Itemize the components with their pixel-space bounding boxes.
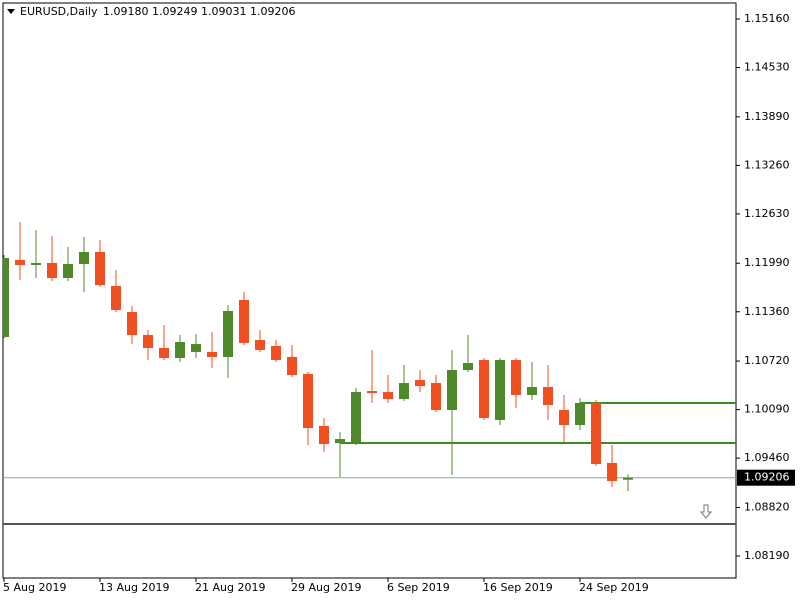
candle-body: [3, 257, 9, 338]
candle-body: [351, 392, 361, 443]
candle-body: [207, 351, 217, 357]
candle-body: [335, 439, 345, 444]
candle-body: [31, 262, 41, 266]
x-tick-label: 5 Aug 2019: [3, 581, 66, 594]
price-box: [737, 469, 795, 486]
candle-body: [607, 462, 617, 482]
candle-body: [463, 362, 473, 371]
candle-body: [591, 402, 601, 464]
y-tick-label: 1.12630: [744, 207, 790, 220]
candle-body: [47, 262, 57, 279]
candle-body: [159, 347, 169, 358]
quote-value: 1.09180: [103, 5, 149, 18]
x-tick-label: 13 Aug 2019: [99, 581, 169, 594]
y-tick-label: 1.08820: [744, 500, 790, 513]
candle-body: [287, 356, 297, 376]
candle-body: [303, 374, 313, 429]
candle-body: [543, 387, 553, 405]
candle-body: [175, 342, 185, 358]
candle-body: [559, 409, 569, 426]
candle-body: [447, 370, 457, 410]
candle-body: [495, 359, 505, 420]
x-tick-label: 6 Sep 2019: [387, 581, 450, 594]
candle-body: [367, 391, 377, 394]
y-tick-label: 1.09460: [744, 451, 790, 464]
candle-body: [415, 380, 425, 387]
candle-body: [575, 402, 585, 426]
candle-body: [127, 311, 137, 336]
candle-body: [527, 387, 537, 395]
y-tick-label: 1.13890: [744, 110, 790, 123]
x-tick-label: 24 Sep 2019: [579, 581, 649, 594]
candle-body: [95, 251, 105, 286]
candle-body: [623, 477, 633, 480]
candle-body: [511, 359, 521, 395]
candle-body: [143, 335, 153, 348]
candle-body: [239, 299, 249, 343]
candle-body: [383, 392, 393, 400]
y-tick-label: 1.14530: [744, 61, 790, 74]
y-tick-label: 1.13260: [744, 158, 790, 171]
candle-body: [271, 345, 281, 360]
x-tick-label: 21 Aug 2019: [195, 581, 265, 594]
down-arrow-icon: [699, 504, 713, 519]
candle-body: [479, 359, 489, 418]
x-tick-label: 29 Aug 2019: [291, 581, 361, 594]
candle-body: [255, 340, 265, 350]
quote-value: 1.09249: [152, 5, 198, 18]
symbol: EURUSD,Daily: [20, 5, 98, 18]
y-tick-label: 1.08190: [744, 549, 790, 562]
candle-body: [111, 286, 121, 310]
quote-value: 1.09031: [201, 5, 247, 18]
candle-body: [223, 310, 233, 357]
candle-body: [79, 251, 89, 264]
y-tick-label: 1.11990: [744, 256, 790, 269]
y-tick-label: 1.10720: [744, 354, 790, 367]
candle-body: [15, 259, 25, 266]
y-tick-label: 1.11360: [744, 305, 790, 318]
x-tick-label: 16 Sep 2019: [483, 581, 553, 594]
candle-body: [399, 383, 409, 400]
quote-value: 1.09206: [250, 5, 296, 18]
collapse-icon[interactable]: [7, 9, 15, 14]
candle-body: [431, 383, 441, 410]
current-price-label: 1.09206: [744, 471, 790, 484]
y-tick-label: 1.15160: [744, 12, 790, 25]
candle-body: [191, 344, 201, 352]
candle-body: [319, 426, 329, 445]
candle-body: [63, 263, 73, 279]
y-tick-label: 1.10090: [744, 403, 790, 416]
